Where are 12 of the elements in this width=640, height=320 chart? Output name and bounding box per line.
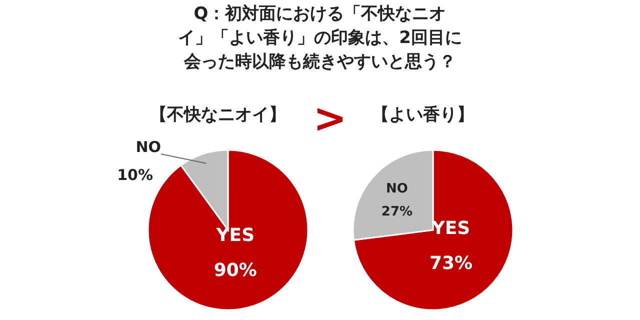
slice-label: NO [136, 138, 161, 156]
chart-subtitle: 【不快なニオイ】 [150, 105, 286, 125]
text: > [313, 96, 347, 142]
data-label: 27% [381, 204, 413, 220]
slice-label: NO [386, 181, 408, 196]
data-label: 73% [429, 252, 473, 274]
chart-subtitle: 【よい香り】 [372, 105, 474, 125]
slice-label: YES [215, 224, 255, 246]
data-label: 90% [214, 260, 257, 281]
chart-title: Q：初対面における「不快なニオイ」「よい香り」の印象は、2回目に会った時以降も続きやすいと思う？ [177, 3, 463, 74]
data-label: 10% [117, 166, 153, 184]
slice-label: YES [430, 218, 470, 239]
